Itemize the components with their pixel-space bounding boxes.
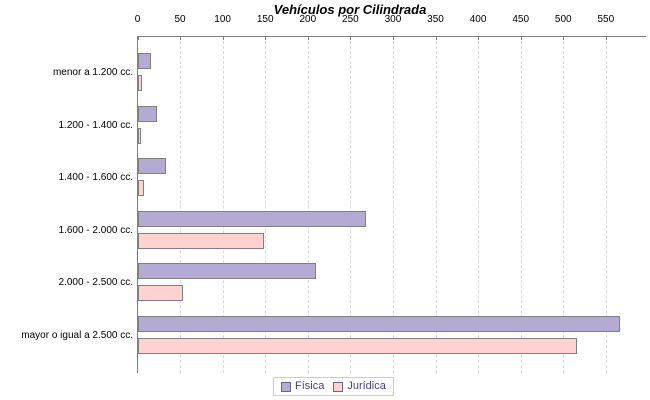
bar-fisica-1 bbox=[138, 105, 157, 122]
gridline-150 bbox=[265, 36, 267, 373]
legend-swatch-fisica bbox=[281, 381, 291, 392]
x-tick-label-100: 100 bbox=[214, 14, 231, 25]
x-tick-550 bbox=[605, 36, 607, 40]
bar-juridica-0 bbox=[138, 75, 143, 91]
x-tick-150 bbox=[265, 36, 267, 40]
bar-juridica-3 bbox=[138, 232, 265, 249]
y-axis-line bbox=[137, 36, 138, 373]
legend-label-juridica: Jurídica bbox=[347, 380, 386, 392]
gridline-100 bbox=[222, 36, 224, 373]
x-tick-label-200: 200 bbox=[299, 14, 317, 25]
bar-fisica-5 bbox=[138, 316, 621, 332]
bar-juridica-4 bbox=[138, 285, 184, 302]
x-tick-label-300: 300 bbox=[384, 14, 402, 25]
x-tick-350 bbox=[435, 36, 437, 40]
gridline-300 bbox=[392, 36, 394, 373]
bar-juridica-2 bbox=[138, 180, 145, 197]
x-tick-label-0: 0 bbox=[134, 14, 141, 25]
x-tick-label-400: 400 bbox=[469, 14, 487, 25]
x-tick-500 bbox=[563, 36, 565, 40]
bar-juridica-1 bbox=[138, 127, 141, 144]
bar-fisica-4 bbox=[138, 263, 317, 280]
bar-fisica-0 bbox=[138, 53, 151, 69]
legend-swatch-juridica bbox=[333, 381, 344, 392]
bar-juridica-5 bbox=[138, 338, 577, 354]
legend-item-juridica: Jurídica bbox=[333, 381, 386, 392]
x-tick-label-450: 450 bbox=[512, 14, 530, 25]
gridline-250 bbox=[350, 36, 352, 373]
gridline-50 bbox=[180, 36, 182, 373]
category-label-1: 1.200 - 1.400 cc. bbox=[58, 119, 134, 131]
category-label-4: 2.000 - 2.500 cc. bbox=[58, 277, 134, 289]
bar-fisica-3 bbox=[138, 210, 366, 227]
x-tick-label-150: 150 bbox=[256, 14, 274, 25]
x-tick-label-50: 50 bbox=[174, 14, 186, 25]
bar-fisica-2 bbox=[138, 158, 167, 175]
chart-title: Vehículos por Cilindrada bbox=[273, 2, 427, 17]
x-tick-0 bbox=[137, 36, 139, 40]
category-label-0: menor a 1.200 cc. bbox=[52, 67, 133, 78]
x-tick-400 bbox=[478, 36, 480, 40]
legend-item-fisica: Física bbox=[281, 381, 324, 392]
legend-label-fisica: Física bbox=[295, 380, 325, 392]
gridline-350 bbox=[435, 36, 437, 373]
x-tick-450 bbox=[520, 36, 522, 40]
x-tick-label-500: 500 bbox=[554, 14, 572, 25]
category-label-5: mayor o igual a 2.500 cc. bbox=[21, 330, 133, 341]
x-tick-250 bbox=[350, 36, 352, 40]
legend: Física Jurídica bbox=[273, 377, 394, 396]
x-tick-label-350: 350 bbox=[427, 14, 444, 25]
gridline-550 bbox=[605, 36, 607, 373]
x-tick-50 bbox=[180, 36, 182, 40]
gridline-450 bbox=[520, 36, 522, 373]
x-tick-300 bbox=[392, 36, 394, 40]
gridline-200 bbox=[307, 36, 309, 373]
gridline-400 bbox=[478, 36, 480, 373]
category-label-2: 1.400 - 1.600 cc. bbox=[58, 172, 134, 184]
x-tick-label-250: 250 bbox=[342, 14, 359, 25]
category-label-3: 1.600 - 2.000 cc. bbox=[58, 224, 134, 236]
x-tick-200 bbox=[307, 36, 309, 40]
x-tick-100 bbox=[222, 36, 224, 40]
x-axis-line bbox=[137, 36, 646, 37]
gridline-500 bbox=[563, 36, 565, 373]
x-tick-label-550: 550 bbox=[597, 14, 615, 25]
